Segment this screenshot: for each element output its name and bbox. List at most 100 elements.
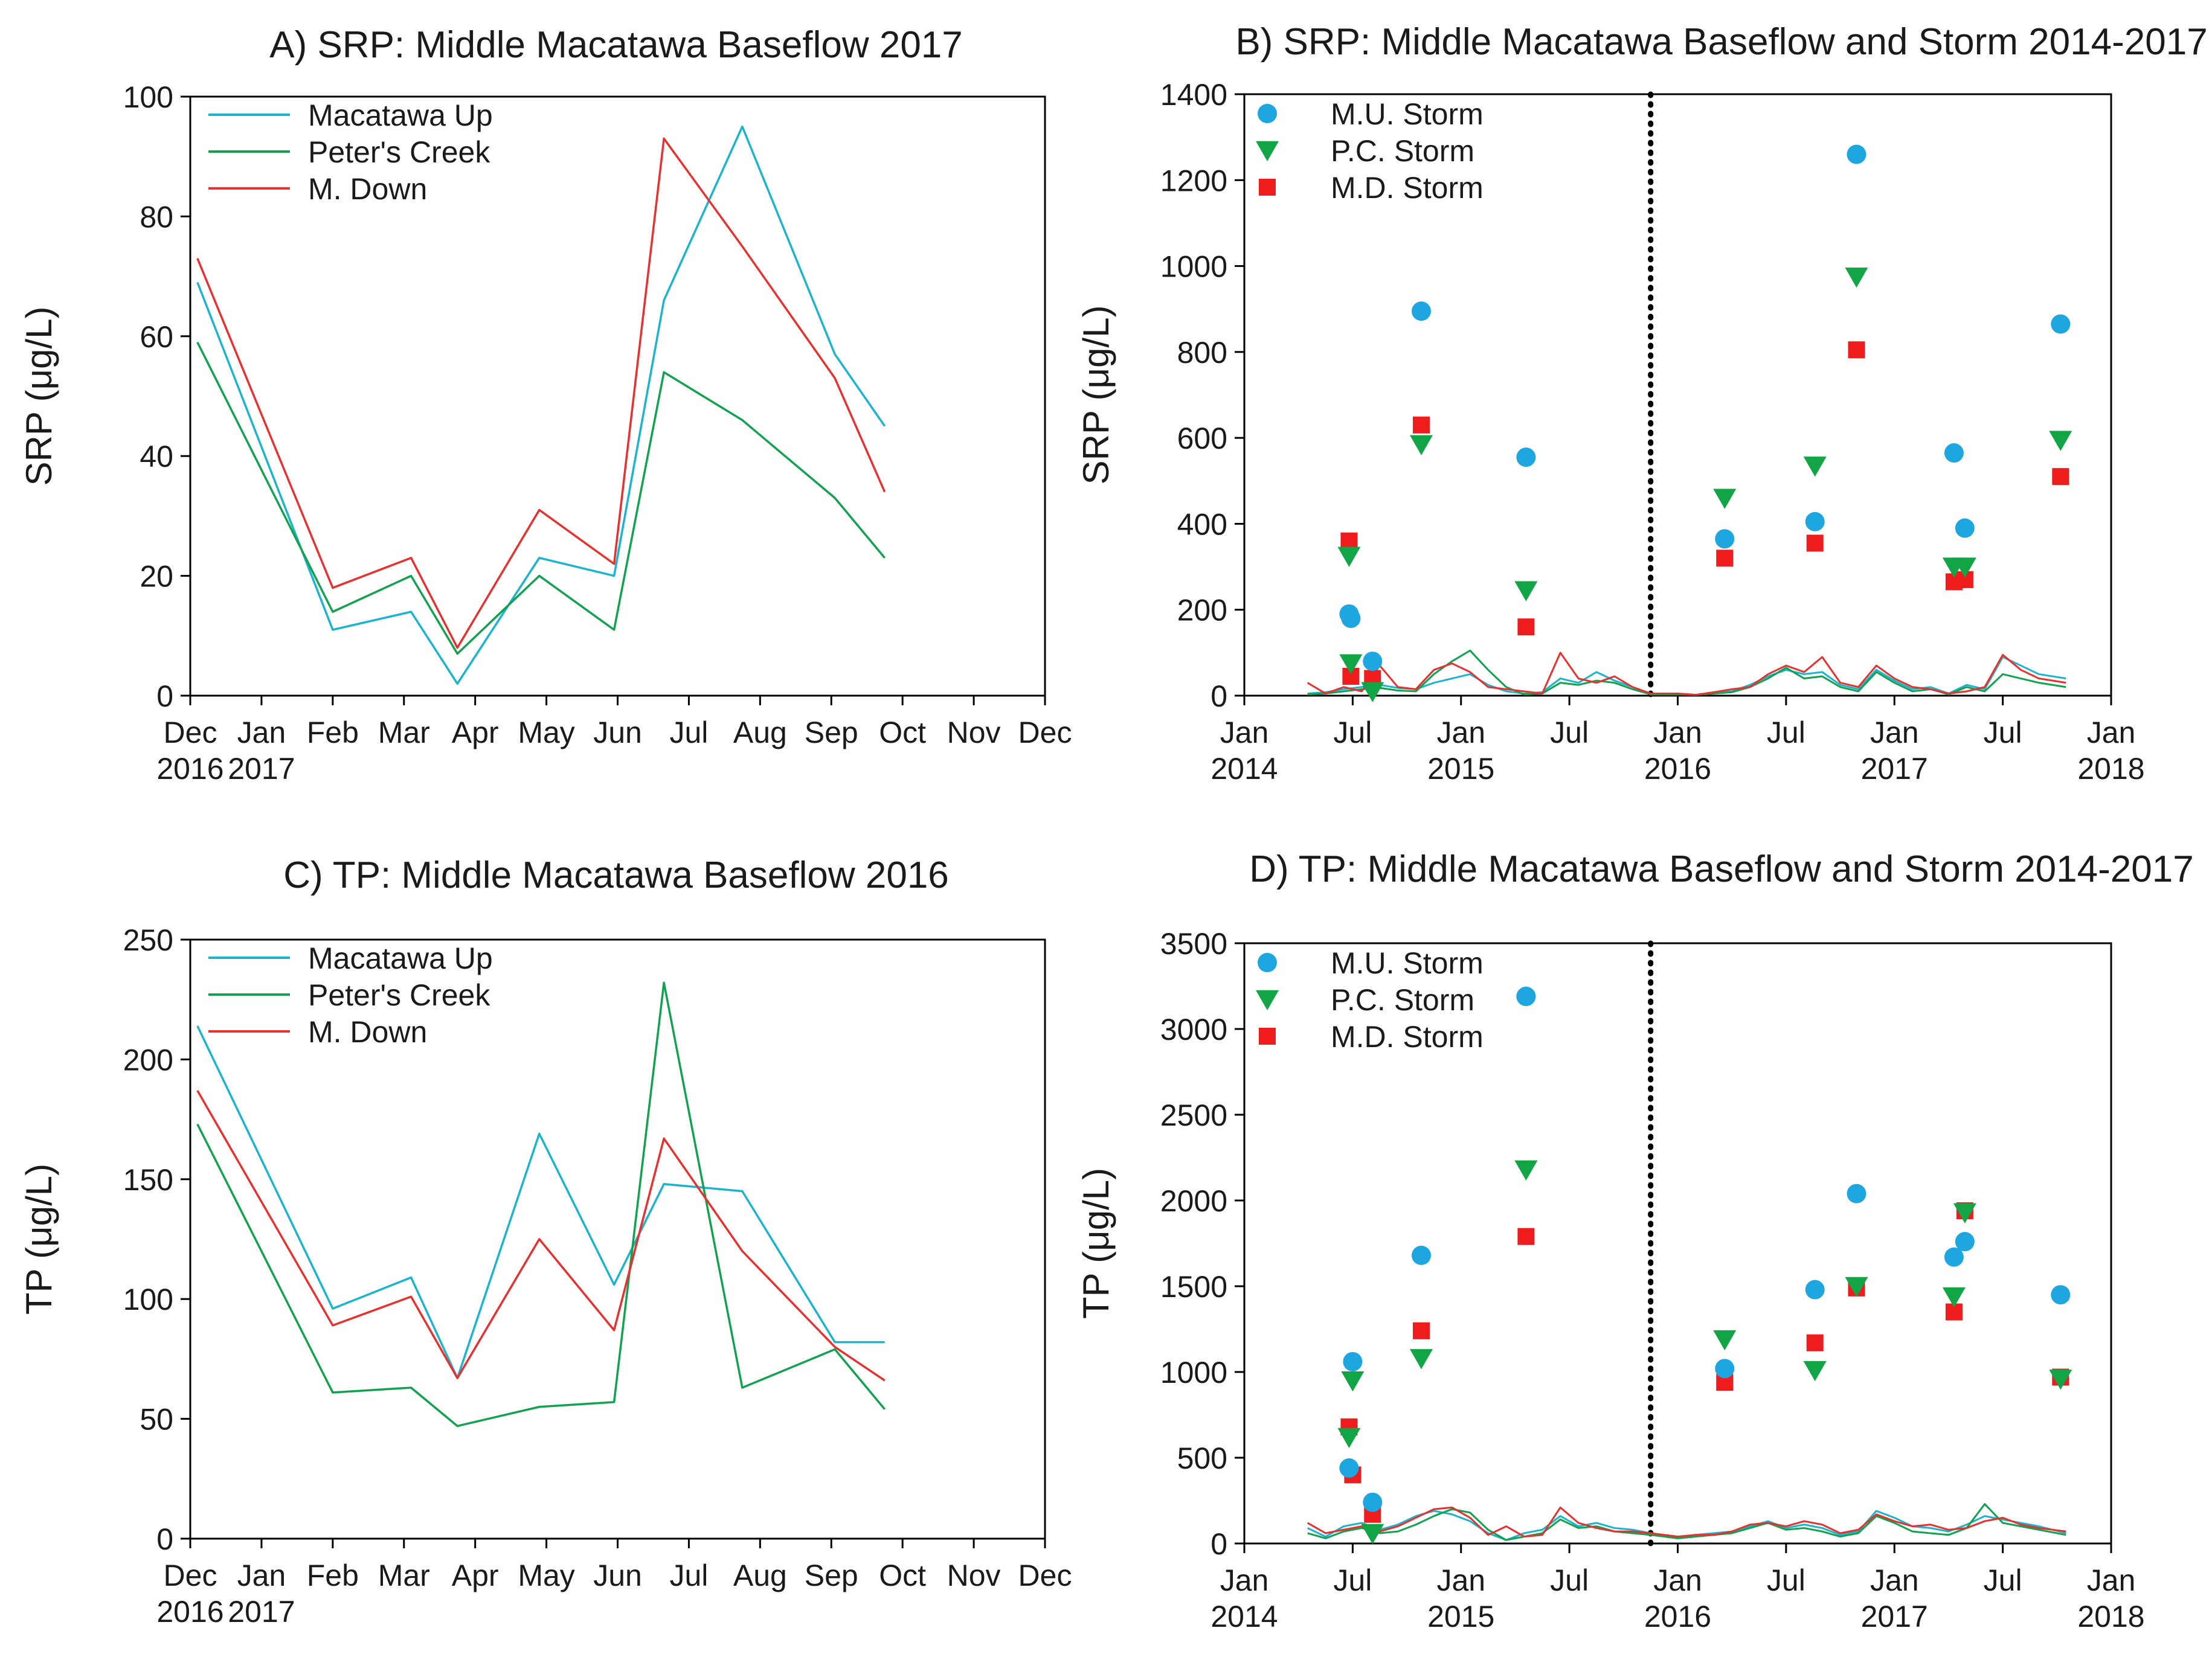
series-line-peters-creek [196,341,886,655]
x-tick-label: Jan [237,716,286,749]
data-point-circle [1411,1245,1431,1265]
y-tick-label: 20 [140,560,173,594]
y-tick-label: 150 [123,1163,173,1197]
x-tick-year-label: 2018 [2077,1600,2144,1633]
data-point-circle [1516,447,1536,467]
data-point-circle [1805,511,1825,531]
x-tick-year-label: 2016 [1644,752,1711,786]
panel-c: C) TP: Middle Macatawa Baseflow 2016 TP (… [19,854,1072,1629]
x-tick-label: Jul [1984,1563,2022,1597]
y-axis-label: SRP (μg/L) [1076,306,1116,485]
y-tick-label: 3000 [1160,1013,1227,1046]
x-tick-year-label: 2016 [156,752,223,786]
data-point-triangle [1514,1160,1538,1181]
x-tick-label: Jan [1653,716,1702,749]
x-tick-label: Nov [947,1559,1001,1592]
data-point-circle [1363,1492,1383,1512]
x-tick-label: Jun [593,1559,642,1592]
data-point-square [1806,1334,1824,1351]
data-point-circle [2051,314,2071,334]
data-point-circle [1363,652,1383,671]
x-tick-year-label: 2014 [1210,752,1278,786]
x-tick-label: Oct [879,1559,926,1592]
x-tick-label: Apr [452,716,499,749]
y-tick-label: 0 [1210,679,1227,713]
series-line-macatawa-up [196,1025,885,1379]
y-tick-label: 1200 [1160,164,1227,197]
data-point-square [1517,618,1535,636]
y-tick-label: 200 [1177,594,1227,627]
x-tick-label: Dec [1018,716,1072,749]
data-point-triangle [1409,1349,1433,1370]
data-point-circle [1341,608,1361,628]
x-tick-year-label: 2015 [1427,1600,1494,1633]
data-point-triangle [1337,1428,1361,1448]
y-tick-label: 80 [140,200,173,234]
y-tick-label: 1000 [1160,1356,1227,1389]
series-line-m-down [196,137,886,649]
chart-title: C) TP: Middle Macatawa Baseflow 2016 [283,854,949,896]
x-tick-label: Jul [1550,1563,1589,1597]
baseflow-line-m-down [1307,652,2066,696]
x-tick-label: Jul [669,1559,708,1592]
x-tick-label: Jan [1436,1563,1485,1597]
x-tick-label: Mar [378,1559,430,1592]
x-tick-label: Jan [1870,716,1919,749]
data-point-circle [1955,1232,1975,1252]
data-point-triangle [1953,1203,1976,1223]
x-tick-year-label: 2017 [228,752,295,786]
x-tick-label: Sep [805,1559,858,1592]
legend-marker-square [1259,1028,1276,1045]
x-tick-label: Jul [669,716,708,749]
series-line-peters-creek [196,981,886,1428]
data-point-triangle [1845,1277,1868,1298]
data-point-triangle [1942,1287,1966,1308]
x-tick-year-label: 2016 [1644,1600,1711,1633]
y-tick-label: 3500 [1160,927,1227,961]
chart-title: D) TP: Middle Macatawa Baseflow and Stor… [1249,848,2193,890]
legend-label: M.U. Storm [1331,97,1484,131]
legend-marker-square [1259,179,1276,196]
y-tick-label: 800 [1177,336,1227,370]
legend-marker-triangle [1256,141,1279,162]
y-tick-label: 2500 [1160,1098,1227,1132]
baseflow-line-macatawa-up [1307,656,2066,696]
data-point-square [1340,532,1358,550]
legend-marker-circle [1258,953,1277,972]
data-point-circle [1955,518,1975,538]
data-point-triangle [1845,268,1868,288]
y-axis-label: TP (μg/L) [1076,1168,1116,1319]
data-point-circle [1805,1280,1825,1300]
data-point-circle [2051,1285,2071,1305]
legend-label: Macatawa Up [308,98,493,132]
data-point-triangle [1803,457,1827,477]
series-line-m-down [196,1090,886,1382]
data-point-triangle [1713,489,1737,509]
y-tick-label: 0 [156,679,173,713]
data-point-circle [1847,144,1866,164]
x-tick-label: Jan [237,1559,286,1592]
data-point-circle [1944,1247,1964,1267]
x-tick-year-label: 2015 [1427,752,1494,786]
y-tick-label: 250 [123,923,173,957]
data-point-circle [1715,529,1735,549]
x-tick-label: Jan [1870,1563,1919,1597]
x-tick-label: Jul [1333,1563,1372,1597]
data-point-triangle [1409,435,1433,455]
legend-marker-triangle [1256,990,1279,1011]
x-tick-label: Feb [307,716,359,749]
data-point-triangle [1361,1524,1384,1545]
legend-label: P.C. Storm [1331,134,1474,168]
y-tick-label: 60 [140,320,173,354]
x-tick-year-label: 2017 [1861,1600,1928,1633]
data-point-square [2052,468,2069,486]
data-point-circle [1343,1351,1363,1371]
data-point-triangle [1361,682,1384,702]
x-tick-label: Jul [1767,1563,1805,1597]
x-tick-label: Jan [1220,1563,1269,1597]
y-axis-label: SRP (μg/L) [19,307,59,486]
x-tick-label: Jun [593,716,642,749]
panel-a: A) SRP: Middle Macatawa Baseflow 2017 SRP… [19,24,1072,786]
data-point-circle [1847,1184,1866,1203]
x-tick-label: Jan [1220,716,1269,749]
